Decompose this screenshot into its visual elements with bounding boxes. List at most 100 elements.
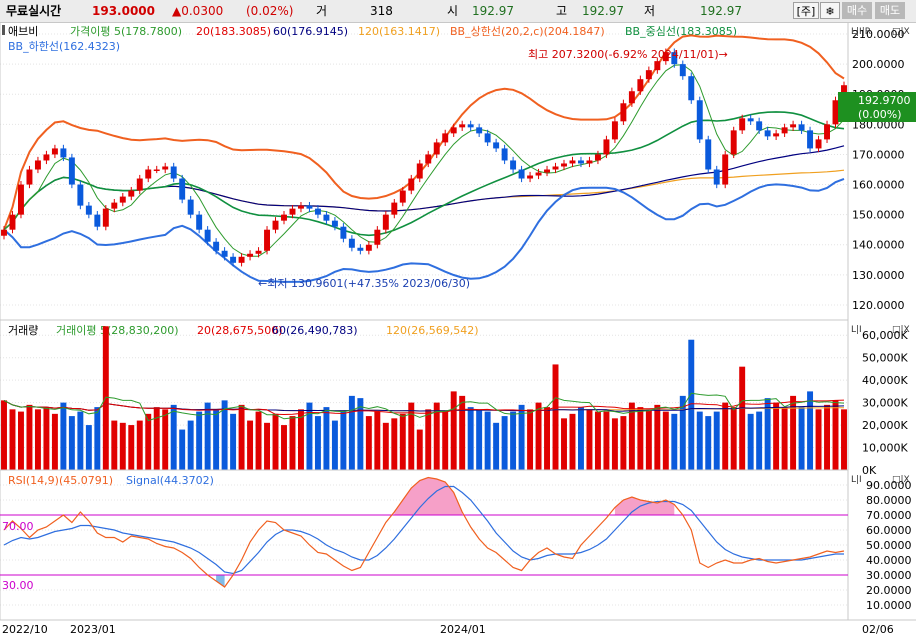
candle-body [654,61,661,71]
volume-bar [756,411,763,470]
rsi-level-high-label: 70.00 [2,520,34,533]
volume-y-tick-label: 40,000K [862,374,908,387]
candle-body [94,214,101,227]
candle-body [586,160,593,164]
volume-bar [764,398,771,470]
candle-body [484,133,491,143]
volume-bar [501,416,508,470]
stock-name: 애브비 [8,25,38,38]
bb-upper-line [3,34,845,231]
candle-body [518,169,525,179]
volume-bar [561,418,567,470]
candle-body [196,214,203,230]
rsi-y-axis: 90.0000 80.0000 70.0000 60.0000 50.0000 40.00… [866,479,912,612]
volume-bar [713,411,720,470]
sell-button[interactable]: 매도 [875,2,905,19]
volume-bar [594,411,601,470]
legend-vma5: 거래이평 5(28,830,200) [56,324,179,337]
signal-line [3,485,844,575]
volume-bar [790,395,797,470]
volume-bar [578,407,584,470]
close-toggle-price[interactable]: □|X [892,27,910,37]
close-toggle-volume[interactable]: □|X [892,325,910,335]
scale-toggle-price[interactable]: L|I|R [851,27,871,37]
current-price-tag [838,92,916,122]
candle-body [416,163,423,179]
volume-bar [374,411,381,470]
volume-bar [841,409,847,470]
x-axis: 2022/10 2023/01 2024/01 02/06 [0,619,916,636]
bb-lower-line [3,177,845,283]
volume-bar [425,409,432,470]
volume-bar [450,391,457,470]
volume-y-tick-label: 10,000K [862,442,908,455]
x-label-2023-01: 2023/01 [70,623,116,636]
candle-body [340,226,347,239]
volume-bar [696,411,703,470]
candle-body [645,70,652,80]
scale-toggle-volume[interactable]: L|I [851,325,862,335]
candle-body [382,214,389,230]
low-annotation: ←최저 130.9601(+47.35% 2023/06/30) [258,277,470,290]
candlesticks [1,48,847,267]
candle-body [476,127,483,134]
volume-bar [9,409,16,470]
high-label: 고 [556,4,568,18]
volume-bar [586,409,593,470]
candle-body [535,172,542,176]
candle-body [374,229,381,245]
low-value: 192.97 [700,4,742,18]
volume-bar [43,407,50,470]
volume-bar [340,411,347,470]
volume-bar [289,416,296,470]
volume-bar [433,402,440,470]
candle-body [68,157,75,185]
stock-type-tab[interactable]: [주] [793,2,819,19]
volume-bar [26,404,33,470]
price-y-tick-label: 130.0000 [852,269,905,282]
legend-vma20: 20(28,675,500) [197,324,283,337]
rsi-y-tick-label: 80.0000 [866,494,912,507]
scale-toggle-rsi[interactable]: L|I [851,475,862,485]
candle-body [569,160,576,164]
volume-value: 318 [370,4,393,18]
candle-body [314,208,321,215]
volume-bar [399,413,406,470]
candle-body [433,142,440,155]
candle-body [357,247,364,251]
rsi-y-tick-label: 30.0000 [866,569,912,582]
candle-body [119,196,126,203]
volume-y-tick-label: 50,000K [862,352,908,365]
rsi-overbought-shade [614,497,675,515]
candle-body [111,202,118,209]
candle-body [272,220,279,230]
volume-bar [51,413,58,470]
volume-bar [688,339,695,470]
candle-body [442,133,449,143]
candle-body [705,139,712,170]
rsi-y-tick-label: 50.0000 [866,539,912,552]
price-series [3,34,845,283]
ma5-line [3,64,845,257]
volume-bar [306,402,313,470]
volume-bar [204,402,211,470]
candle-body [459,124,466,128]
rsi-y-tick-label: 90.0000 [866,479,912,492]
buy-button[interactable]: 매수 [842,2,872,19]
volume-bar [518,404,525,470]
candle-body [230,256,237,263]
volume-bar [196,411,203,470]
price-y-tick-label: 170.0000 [852,148,905,161]
volume-bar [391,418,398,470]
settings-button[interactable]: ❄ [820,2,840,19]
candle-body [213,241,220,251]
volume-bar [552,364,559,470]
volume-bar [323,407,330,470]
candle-body [238,256,245,263]
volume-bar [637,407,644,470]
close-toggle-rsi[interactable]: □|X [892,475,910,485]
rsi-y-tick-label: 60.0000 [866,524,912,537]
candle-body [781,127,788,134]
candle-body [51,148,58,155]
volume-bar [442,411,449,470]
